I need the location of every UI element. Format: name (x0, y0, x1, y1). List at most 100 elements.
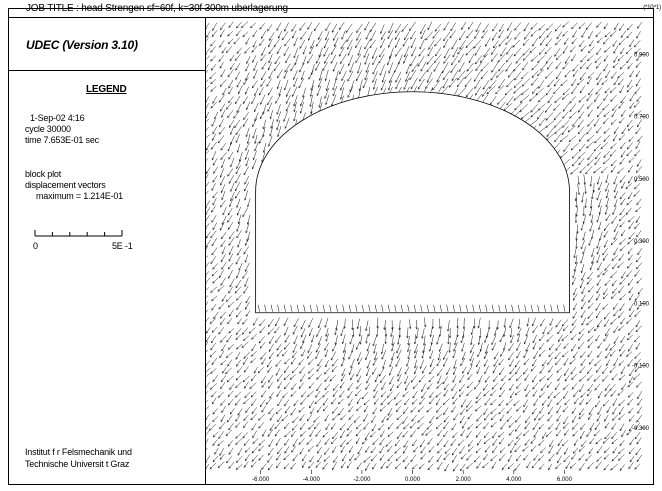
displacement-vector (357, 62, 362, 74)
displacement-vector (604, 319, 610, 327)
displacement-vector (254, 87, 259, 96)
vector-arrowhead (348, 357, 351, 360)
vector-arrowhead (338, 27, 342, 31)
displacement-vector (227, 318, 233, 324)
displacement-vector (276, 390, 281, 397)
displacement-vector (492, 23, 498, 32)
displacement-vector (427, 383, 433, 390)
vector-arrowhead (604, 388, 608, 392)
vector-arrowhead (466, 435, 469, 439)
vector-arrowhead (523, 404, 526, 408)
vector-arrowhead (387, 36, 390, 40)
vector-arrowhead (213, 171, 216, 174)
displacement-vector (429, 350, 434, 359)
vector-arrowhead (628, 170, 631, 173)
vector-arrowhead (561, 354, 565, 358)
vector-arrowhead (491, 342, 494, 346)
displacement-vector (205, 118, 210, 124)
displacement-vector (242, 327, 249, 335)
vector-arrowhead (291, 355, 295, 359)
vector-arrowhead (322, 403, 326, 406)
displacement-vector (516, 382, 522, 389)
displacement-vector (380, 430, 385, 438)
vector-arrowhead (387, 434, 391, 437)
displacement-vector (307, 414, 312, 422)
displacement-vector (587, 389, 593, 397)
displacement-vector (219, 40, 225, 48)
vector-arrowhead (356, 38, 359, 41)
vector-arrowhead (483, 426, 486, 430)
displacement-vector (603, 55, 609, 62)
vector-arrowhead (633, 377, 636, 380)
displacement-vector (633, 373, 641, 380)
vector-arrowhead (211, 123, 214, 127)
vector-arrowhead (293, 103, 296, 107)
displacement-vector (318, 336, 322, 345)
displacement-vector (459, 415, 465, 424)
displacement-vector (443, 421, 449, 429)
displacement-vector (619, 117, 625, 124)
displacement-vector (217, 285, 225, 292)
vector-arrowhead (205, 372, 207, 375)
vector-arrowhead (284, 434, 287, 438)
vector-arrowhead (380, 37, 384, 41)
vector-arrowhead (544, 51, 548, 55)
vector-arrowhead (483, 435, 487, 439)
vector-arrowhead (379, 409, 383, 412)
vector-arrowhead (323, 371, 327, 375)
vector-arrowhead (258, 340, 262, 344)
displacement-vector (636, 255, 642, 263)
displacement-vector (382, 359, 386, 369)
vector-arrowhead (324, 96, 327, 99)
displacement-vector (506, 30, 512, 39)
displacement-vector (481, 30, 488, 39)
invert-heave-vector (361, 304, 364, 312)
displacement-vector (532, 375, 537, 383)
displacement-vector (317, 358, 323, 367)
vector-arrowhead (467, 26, 471, 30)
vector-arrowhead (619, 90, 622, 94)
displacement-vector (442, 62, 449, 74)
vector-arrowhead (535, 92, 539, 96)
displacement-vector (284, 117, 290, 129)
vector-arrowhead (370, 29, 373, 33)
displacement-vector (548, 453, 555, 462)
displacement-vector (509, 383, 514, 391)
displacement-vector (403, 78, 409, 90)
displacement-vector (605, 327, 610, 337)
displacement-vector (366, 342, 371, 352)
displacement-vector (324, 376, 330, 382)
vector-arrowhead (322, 467, 325, 470)
displacement-vector (612, 447, 617, 454)
displacement-vector (533, 398, 539, 406)
vector-arrowhead (298, 362, 301, 366)
displacement-vector (555, 38, 562, 46)
vector-arrowhead (429, 334, 432, 338)
vector-arrowhead (259, 43, 262, 47)
vector-arrowhead (267, 324, 271, 328)
displacement-vector (530, 104, 538, 113)
vector-arrowhead (242, 34, 245, 38)
displacement-vector (418, 375, 425, 383)
vector-arrowhead (636, 307, 640, 310)
displacement-vector (221, 159, 226, 168)
displacement-vector (596, 456, 602, 462)
vector-arrowhead (485, 351, 488, 355)
vector-arrowhead (262, 126, 265, 130)
displacement-vector (562, 351, 569, 358)
vector-arrowhead (212, 101, 215, 104)
vector-arrowhead (578, 331, 582, 335)
displacement-vector (341, 374, 346, 382)
displacement-vector (210, 55, 216, 62)
displacement-vector (227, 390, 234, 397)
excavation-outline (255, 91, 570, 314)
displacement-vector (621, 429, 626, 437)
displacement-vector (489, 79, 497, 89)
displacement-vector (636, 198, 642, 205)
vector-arrowhead (212, 267, 215, 270)
vector-arrowhead (379, 73, 382, 76)
vector-arrowhead (605, 189, 608, 192)
vector-arrowhead (254, 109, 257, 113)
vector-arrowhead (587, 466, 590, 470)
displacement-vector (245, 157, 250, 167)
